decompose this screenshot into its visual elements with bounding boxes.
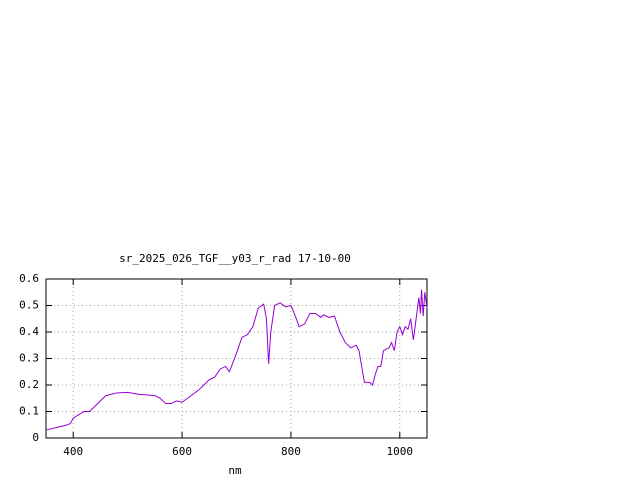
y-tick-label: 0.5 — [19, 299, 39, 312]
y-tick-label: 0.2 — [19, 378, 39, 391]
y-tick-label: 0.3 — [19, 352, 39, 365]
x-tick-label: 400 — [63, 445, 83, 458]
plot-border — [45, 278, 428, 439]
y-tick-label: 0.6 — [19, 272, 39, 285]
chart-title: sr_2025_026_TGF__y03_r_rad 17-10-00 — [119, 252, 351, 265]
x-tick-label: 600 — [172, 445, 192, 458]
data-line — [45, 289, 428, 431]
x-tick-label: 1000 — [387, 445, 414, 458]
y-tick-label: 0.4 — [19, 325, 39, 338]
y-tick-label: 0 — [32, 431, 39, 444]
x-axis-label: nm — [228, 464, 242, 477]
y-tick-label: 0.1 — [19, 405, 39, 418]
x-tick-label: 800 — [281, 445, 301, 458]
